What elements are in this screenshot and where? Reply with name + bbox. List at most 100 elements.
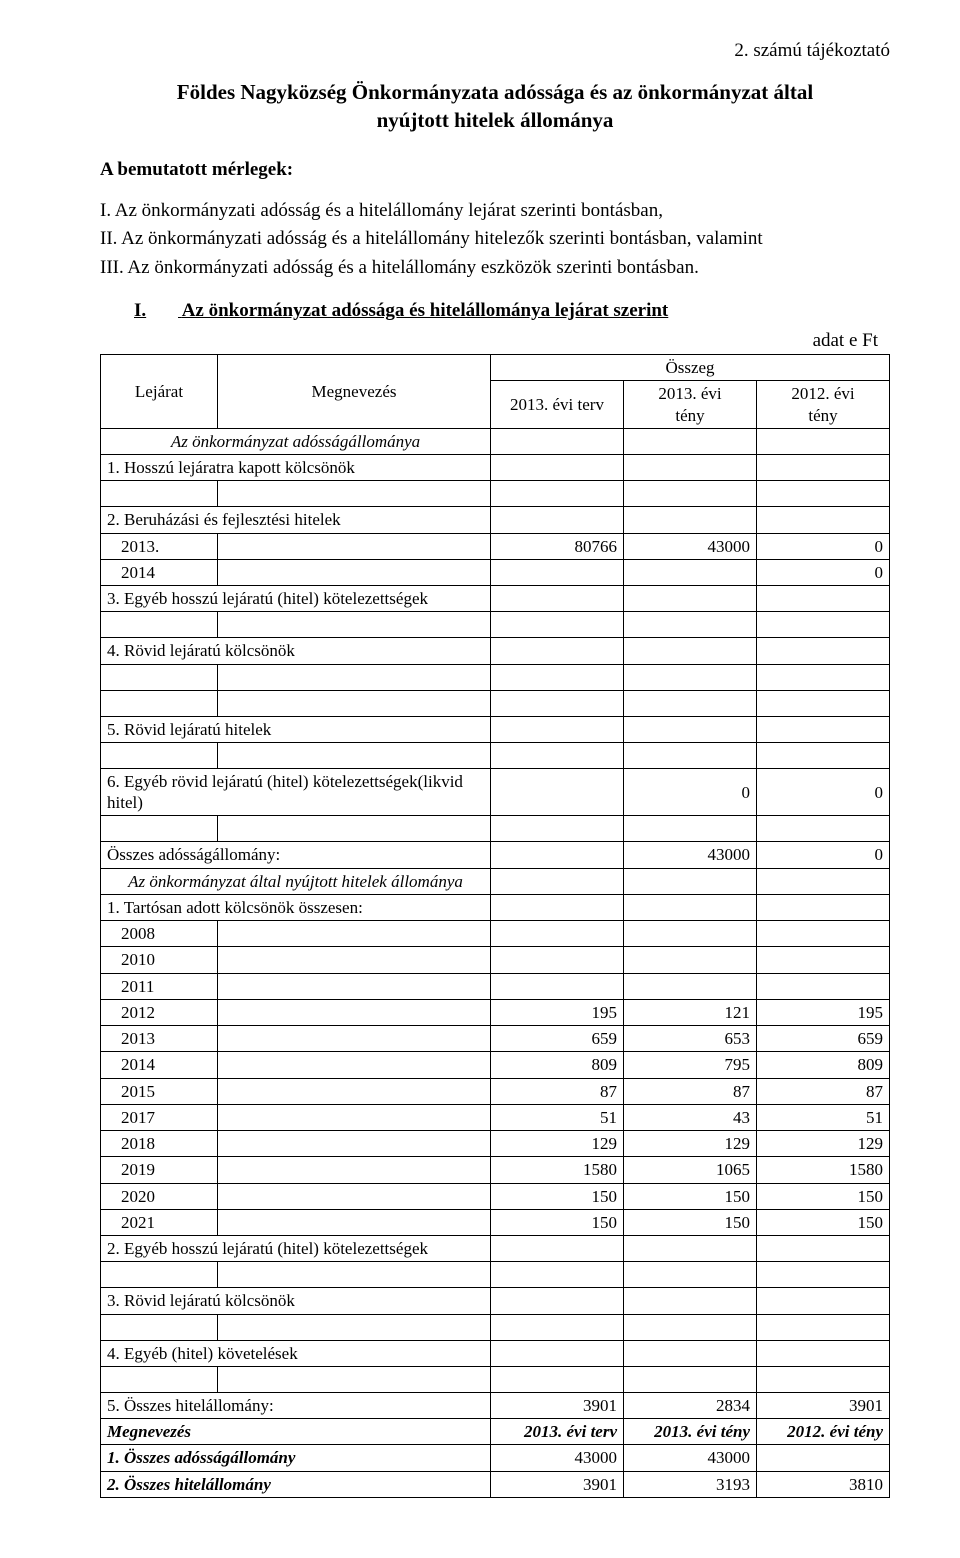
row-2-2014-v3: 0 [757,559,890,585]
row-y2015: 2015 87 87 87 [101,1078,890,1104]
row-6: 6. Egyéb rövid lejáratú (hitel) köteleze… [101,768,890,816]
sum-header-meg: Megnevezés [101,1419,491,1445]
row-6-v2: 0 [624,768,757,816]
row-y2021: 2021 150 150 150 [101,1209,890,1235]
row-section-adossag: Az önkormányzat adósságállománya [101,428,890,454]
subtitle: A bemutatott mérlegek: [100,159,890,181]
row-y2018: 2018 129 129 129 [101,1131,890,1157]
row-2-2013: 2013. 80766 43000 0 [101,533,890,559]
row-t3-label: 3. Rövid lejáratú kölcsönök [101,1288,491,1314]
sum-header-c3: 2012. évi tény [757,1419,890,1445]
th-col2: 2013. évi tény [624,381,757,429]
table-body: Az önkormányzat adósságállománya 1. Hoss… [101,428,890,1497]
row-t5-label: 5. Összes hitelállomány: [101,1392,491,1418]
row-osszes-adossag: Összes adósságállomány: 43000 0 [101,842,890,868]
th-osszeg: Összeg [491,355,890,381]
row-t2: 2. Egyéb hosszú lejáratú (hitel) kötelez… [101,1236,890,1262]
row-y2017: 2017 51 43 51 [101,1104,890,1130]
row-4-label: 4. Rövid lejáratú kölcsönök [101,638,491,664]
section-adossag-label: Az önkormányzat adósságállománya [101,428,491,454]
row-blank [101,1366,890,1392]
row-y2020: 2020 150 150 150 [101,1183,890,1209]
row-t1: 1. Tartósan adott kölcsönök összesen: [101,894,890,920]
row-2-2014-lej: 2014 [101,559,218,585]
table-head: Lejárat Megnevezés Összeg 2013. évi terv… [101,355,890,429]
row-2-2014: 2014 0 [101,559,890,585]
y2017: 2017 [101,1104,218,1130]
row-2-2013-v1: 80766 [491,533,624,559]
th-lejarat: Lejárat [101,355,218,429]
section-nyujtott-label: Az önkormányzat által nyújtott hitelek á… [101,868,491,894]
row-blank [101,1262,890,1288]
th-col3-bot: tény [808,406,837,425]
th-col3: 2012. évi tény [757,381,890,429]
row-2-2013-lej: 2013. [101,533,218,559]
y2008: 2008 [101,921,218,947]
row-t5: 5. Összes hitelállomány: 3901 2834 3901 [101,1392,890,1418]
row-y2008: 2008 [101,921,890,947]
row-3: 3. Egyéb hosszú lejáratú (hitel) kötelez… [101,586,890,612]
th-megnevezes: Megnevezés [218,355,491,429]
row-section-nyujtott: Az önkormányzat által nyújtott hitelek á… [101,868,890,894]
intro: I. Az önkormányzati adósság és a hitelál… [100,197,890,283]
row-blank [101,1314,890,1340]
y2019: 2019 [101,1157,218,1183]
y2018: 2018 [101,1131,218,1157]
th-col3-top: 2012. évi [791,384,854,403]
row-2-2013-v2: 43000 [624,533,757,559]
section-1-roman: I. [134,300,178,322]
row-y2010: 2010 [101,947,890,973]
row-1-label: 1. Hosszú lejáratra kapott kölcsönök [101,455,491,481]
row-t2-label: 2. Egyéb hosszú lejáratú (hitel) kötelez… [101,1236,491,1262]
y2021: 2021 [101,1209,218,1235]
y2020: 2020 [101,1183,218,1209]
row-5: 5. Rövid lejáratú hitelek [101,716,890,742]
doc-number: 2. számú tájékoztató [100,40,890,62]
sum-header-c2: 2013. évi tény [624,1419,757,1445]
y2014: 2014 [101,1052,218,1078]
th-col2-top: 2013. évi [658,384,721,403]
row-blank [101,690,890,716]
row-t4-label: 4. Egyéb (hitel) követelések [101,1340,491,1366]
row-y2011: 2011 [101,973,890,999]
row-sum1: 1. Összes adósságállomány 43000 43000 [101,1445,890,1471]
title-line-1: Földes Nagyközség Önkormányzata adóssága… [177,80,813,104]
row-5-label: 5. Rövid lejáratú hitelek [101,716,491,742]
row-osszes-adossag-v3: 0 [757,842,890,868]
main-title: Földes Nagyközség Önkormányzata adóssága… [100,78,890,135]
title-line-2: nyújtott hitelek állománya [377,108,614,132]
row-1: 1. Hosszú lejáratra kapott kölcsönök [101,455,890,481]
row-y2019: 2019 1580 1065 1580 [101,1157,890,1183]
sum-header-c1: 2013. évi terv [491,1419,624,1445]
row-blank [101,816,890,842]
y2013: 2013 [101,1026,218,1052]
intro-item-1: I. Az önkormányzati adósság és a hitelál… [100,197,890,226]
th-col1: 2013. évi terv [491,381,624,429]
row-2: 2. Beruházási és fejlesztési hitelek [101,507,890,533]
page: 2. számú tájékoztató Földes Nagyközség Ö… [0,0,960,1558]
row-6-label: 6. Egyéb rövid lejáratú (hitel) köteleze… [101,768,491,816]
intro-item-2: II. Az önkormányzati adósság és a hitelá… [100,225,890,254]
data-table: Lejárat Megnevezés Összeg 2013. évi terv… [100,354,890,1498]
row-y2013: 2013 659 653 659 [101,1026,890,1052]
th-col2-bot: tény [675,406,704,425]
y2015: 2015 [101,1078,218,1104]
row-blank [101,612,890,638]
row-t4: 4. Egyéb (hitel) követelések [101,1340,890,1366]
row-4: 4. Rövid lejáratú kölcsönök [101,638,890,664]
row-blank [101,742,890,768]
row-osszes-adossag-v2: 43000 [624,842,757,868]
row-2-label: 2. Beruházási és fejlesztési hitelek [101,507,491,533]
row-sum-header: Megnevezés 2013. évi terv 2013. évi tény… [101,1419,890,1445]
row-y2012: 2012 195 121 195 [101,999,890,1025]
sum1-label: 1. Összes adósságállomány [101,1445,491,1471]
row-3-label: 3. Egyéb hosszú lejáratú (hitel) kötelez… [101,586,491,612]
row-y2014: 2014 809 795 809 [101,1052,890,1078]
intro-item-3: III. Az önkormányzati adósság és a hitel… [100,254,890,283]
sum2-label: 2. Összes hitelállomány [101,1471,491,1497]
section-1-heading: I. Az önkormányzat adóssága és hitelállo… [134,300,890,322]
section-1-text: Az önkormányzat adóssága és hitelállomán… [182,300,669,321]
y2010: 2010 [101,947,218,973]
y2012: 2012 [101,999,218,1025]
y2011: 2011 [101,973,218,999]
